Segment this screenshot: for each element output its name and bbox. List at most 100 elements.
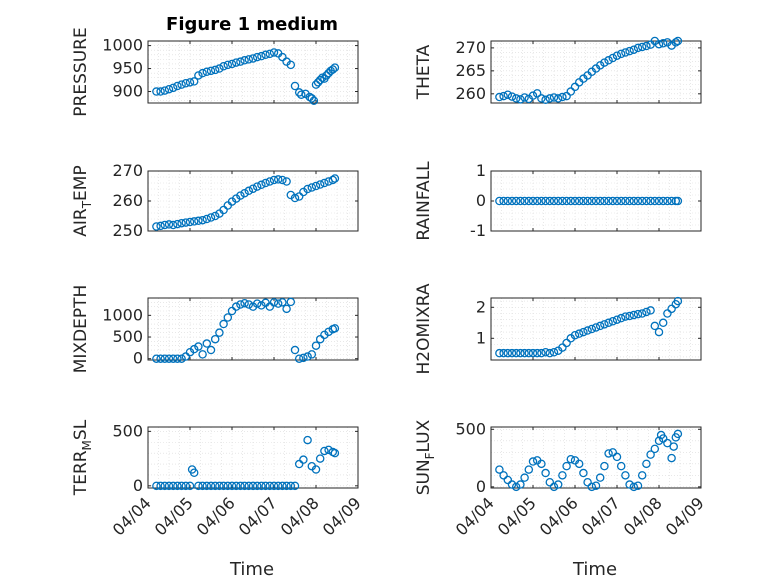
- data-point: [587, 324, 597, 334]
- data-point: [330, 448, 340, 458]
- data-point: [215, 64, 224, 73]
- data-point: [524, 465, 534, 474]
- data-point: [330, 324, 340, 333]
- data-point: [549, 93, 559, 102]
- y-tick-label: 500: [112, 421, 143, 440]
- data-point: [669, 442, 678, 451]
- subplot-rainfall: -1 0 1 RAINFALL: [414, 161, 702, 241]
- data-point: [604, 196, 613, 206]
- data-point: [671, 38, 681, 47]
- data-point: [528, 91, 538, 100]
- data-point: [244, 186, 254, 196]
- y-axis-label: RAINFALL: [414, 161, 434, 241]
- data-point: [286, 60, 296, 70]
- data-point: [173, 219, 182, 229]
- data-point: [595, 61, 605, 70]
- data-point: [248, 184, 258, 193]
- data-point: [177, 354, 186, 363]
- data-point: [206, 213, 216, 222]
- data-point: [269, 298, 279, 307]
- data-point: [600, 196, 609, 206]
- figure-title: Figure 1 medium: [166, 14, 338, 35]
- data-point: [616, 461, 626, 471]
- subplot-pressure: 900 950 1000 PRESSURE: [71, 27, 359, 117]
- data-point: [495, 348, 504, 358]
- data-point: [583, 196, 592, 206]
- data-point: [633, 196, 643, 206]
- data-point: [600, 461, 609, 471]
- data-point: [299, 455, 308, 464]
- data-point: [231, 302, 241, 311]
- data-point: [185, 217, 195, 227]
- y-tick-label: 265: [455, 61, 486, 80]
- y-tick-label: 900: [112, 82, 143, 101]
- data-point: [562, 91, 571, 101]
- data-point: [210, 65, 220, 75]
- x-tick-label: 04/04: [452, 493, 498, 539]
- axes-box: [147, 297, 359, 361]
- data-point: [667, 196, 676, 206]
- data-point: [616, 196, 626, 206]
- data-point: [579, 327, 588, 337]
- axes-box: [490, 426, 702, 489]
- data-point: [223, 481, 233, 491]
- data-point: [313, 78, 323, 87]
- data-point: [152, 87, 161, 96]
- data-point: [499, 196, 508, 206]
- data-point: [273, 175, 283, 184]
- data-point: [269, 175, 279, 185]
- data-point: [579, 468, 588, 478]
- data-point: [654, 436, 664, 446]
- data-point: [646, 450, 655, 459]
- data-point: [309, 96, 319, 105]
- data-point: [642, 41, 651, 51]
- data-point: [545, 196, 555, 206]
- data-point: [324, 327, 333, 337]
- data-point: [210, 211, 220, 221]
- data-point: [252, 182, 262, 191]
- data-point: [299, 353, 308, 363]
- data-point: [282, 304, 291, 314]
- data-point: [612, 51, 622, 60]
- data-point: [164, 481, 174, 491]
- data-point: [248, 481, 258, 491]
- subplot-air-temp: 250 260 270 AIRTEMP: [71, 161, 359, 240]
- data-point: [642, 459, 651, 469]
- data-point: [297, 90, 306, 99]
- data-point: [328, 65, 338, 74]
- data-point: [545, 94, 555, 103]
- data-point: [650, 196, 660, 206]
- data-point: [231, 481, 241, 491]
- data-point: [507, 196, 517, 206]
- data-point: [608, 196, 618, 206]
- data-point: [654, 327, 664, 337]
- data-point: [537, 94, 546, 103]
- data-point: [290, 481, 300, 491]
- data-point: [673, 429, 683, 439]
- data-point: [227, 306, 237, 316]
- data-point: [650, 321, 660, 331]
- axes-box: [147, 40, 359, 104]
- y-tick-label: 2: [476, 297, 486, 316]
- data-point: [198, 215, 207, 225]
- data-point: [219, 62, 228, 71]
- data-point: [629, 310, 639, 320]
- data-point: [273, 481, 283, 491]
- data-point: [511, 94, 521, 103]
- data-point: [562, 338, 571, 348]
- data-point: [290, 193, 300, 203]
- data-point: [252, 52, 262, 62]
- data-point: [595, 321, 605, 331]
- data-point: [495, 465, 504, 474]
- data-point: [185, 78, 195, 87]
- data-point: [223, 60, 233, 70]
- data-point: [637, 196, 647, 206]
- data-point: [286, 481, 296, 491]
- data-point: [520, 473, 529, 482]
- data-point: [227, 481, 237, 491]
- data-point: [549, 482, 559, 492]
- axes-box: [147, 426, 359, 489]
- data-point: [591, 196, 601, 206]
- data-point: [499, 91, 508, 101]
- x-tick-label: 04/06: [193, 493, 239, 539]
